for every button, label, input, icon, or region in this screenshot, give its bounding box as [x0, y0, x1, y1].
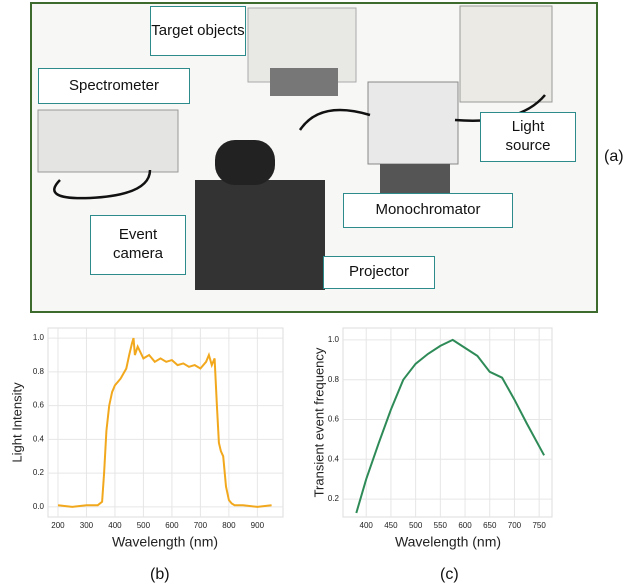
x-tick-label: 500 [409, 521, 423, 530]
y-tick-label: 0.8 [328, 375, 340, 384]
plot-area [342, 327, 553, 518]
y-tick-label: 0.0 [33, 502, 45, 511]
x-tick-label: 900 [251, 521, 265, 530]
x-tick-label: 400 [108, 521, 122, 530]
spectrometer-device [37, 109, 179, 173]
y-tick-label: 0.2 [33, 468, 45, 477]
x-tick-label: 700 [194, 521, 208, 530]
y-tick-label: 0.4 [328, 454, 340, 463]
panel-label: (b) [150, 566, 170, 583]
monochromator-base [380, 164, 450, 194]
y-tick-label: 0.2 [328, 494, 340, 503]
x-tick-label: 750 [532, 521, 546, 530]
y-tick-label: 1.0 [33, 333, 45, 342]
data-line [355, 338, 545, 514]
camera-lens [215, 140, 275, 185]
photo-label: Projector [323, 256, 435, 289]
monochromator-device [367, 81, 459, 165]
x-tick-label: 450 [384, 521, 398, 530]
y-tick-label: 0.8 [33, 367, 45, 376]
plot-area [47, 327, 284, 518]
x-tick-label: 550 [434, 521, 448, 530]
y-axis-label: Light Intensity [9, 382, 24, 463]
color-chart [270, 68, 338, 96]
x-tick-label: 800 [222, 521, 236, 530]
x-axis-label: Wavelength (nm) [112, 534, 218, 550]
x-axis-label: Wavelength (nm) [395, 534, 501, 550]
y-tick-label: 1.0 [328, 335, 340, 344]
photo-label: Light source [480, 112, 576, 162]
x-tick-label: 200 [51, 521, 65, 530]
photo-label: Spectrometer [38, 68, 190, 104]
x-tick-label: 600 [458, 521, 472, 530]
x-tick-label: 400 [360, 521, 374, 530]
photo-label: Monochromator [343, 193, 513, 228]
y-tick-label: 0.4 [33, 434, 45, 443]
data-line [57, 337, 272, 508]
y-axis-label: Transient event frequency [311, 347, 326, 497]
photo-label: Event camera [90, 215, 186, 275]
x-tick-label: 700 [508, 521, 522, 530]
camera-rig [195, 180, 325, 290]
x-tick-label: 600 [165, 521, 179, 530]
photo-label: Target objects [150, 6, 246, 56]
y-tick-label: 0.6 [33, 401, 45, 410]
y-tick-label: 0.6 [328, 415, 340, 424]
x-tick-label: 650 [483, 521, 497, 530]
light-source-device [459, 5, 553, 103]
panel-label: (c) [440, 566, 459, 583]
panel-label: (a) [604, 148, 624, 165]
x-tick-label: 500 [137, 521, 151, 530]
x-tick-label: 300 [80, 521, 94, 530]
